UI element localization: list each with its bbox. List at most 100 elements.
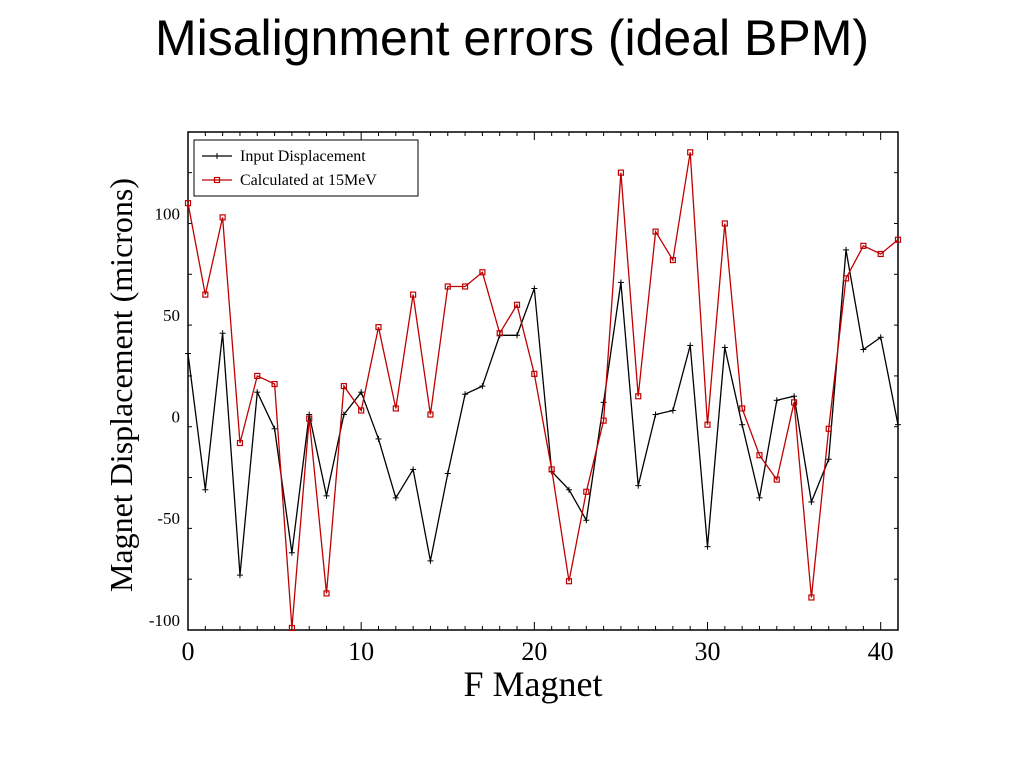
data-point [202,291,209,298]
data-point [427,557,434,564]
data-point [375,324,382,331]
data-point [842,275,850,282]
y-tick-label: -100 [149,611,180,630]
data-point [791,393,798,400]
data-point [323,590,330,597]
legend-label: Calculated at 15MeV [240,172,377,189]
y-axis-label: Magnet Displacement (microns) [103,178,139,592]
data-point [254,389,261,396]
data-point [773,476,780,483]
data-point [773,397,780,404]
data-point [790,399,798,406]
data-point [687,342,694,349]
x-tick-label: 10 [348,637,374,666]
data-point [531,285,538,292]
data-point [635,482,642,489]
data-point [756,452,763,459]
data-point [583,488,590,495]
data-point [704,543,711,550]
series-layer [184,149,902,632]
legend-box [193,139,419,197]
x-tick-label: 30 [695,637,721,666]
data-point [254,372,261,380]
data-point [756,494,763,501]
data-point [860,346,867,353]
data-point [271,380,278,388]
data-point [825,456,832,463]
data-point [496,330,503,337]
data-point [271,425,278,432]
data-point [392,494,399,501]
slide-title: Misalignment errors (ideal BPM) [154,10,870,66]
data-point [704,421,711,428]
data-point [548,466,555,473]
data-point [202,486,209,493]
data-point [358,389,365,396]
data-point [652,411,659,418]
data-point [652,228,659,235]
tick-labels: 0 10 20 30 40 -100 -50 0 50 100 [149,204,894,666]
data-point [531,370,538,377]
data-point [392,405,399,412]
data-point [825,425,832,432]
x-tick-label: 20 [521,637,547,666]
data-point [877,250,884,258]
data-point [185,350,191,357]
data-point [808,594,815,601]
data-point [236,572,243,579]
y-tick-label: -50 [157,509,180,528]
data-point [860,242,867,249]
y-tick-label: 100 [155,204,181,223]
data-point [669,256,676,264]
data-point [617,169,625,176]
data-point [513,301,521,308]
x-tick-label: 40 [868,637,894,666]
data-point [600,417,607,424]
legend-entry: Input Displacement [202,148,366,165]
data-point [462,391,469,398]
x-axis-label: F Magnet [464,664,603,704]
data-point [687,149,694,156]
legend-entry: Calculated at 15MeV [202,172,377,189]
data-point [843,246,850,253]
series-line-0 [187,249,899,576]
data-point [306,415,313,422]
data-point [340,382,347,390]
data-point [600,399,607,406]
legend-label: Input Displacement [240,148,366,165]
data-point [219,214,226,221]
data-point [565,578,573,585]
data-point [669,407,676,414]
data-point [444,283,451,290]
data-point [444,470,451,477]
y-tick-label: 50 [163,306,180,325]
data-point [895,421,901,428]
series-line-1 [187,152,899,629]
data-point [461,283,469,290]
data-point [721,220,728,227]
data-point [375,435,382,442]
data-point [514,332,521,339]
data-point [583,517,590,524]
data-point [808,498,815,505]
legend: Input Displacement Calculated at 15MeV [193,139,419,197]
data-point [721,344,728,351]
data-point [184,200,192,207]
data-point [739,405,746,412]
data-point [219,330,226,337]
x-tick-label: 0 [182,637,195,666]
data-point [617,279,624,286]
data-point [894,236,902,243]
data-point [288,549,295,556]
data-point [877,334,884,341]
data-point [323,492,330,499]
data-point [635,393,642,400]
data-point [479,383,486,390]
data-point [288,624,296,632]
y-tick-label: 0 [172,408,181,427]
axis-ticks [187,132,899,631]
data-point [565,486,572,493]
data-point [739,421,746,428]
data-point [358,407,365,414]
